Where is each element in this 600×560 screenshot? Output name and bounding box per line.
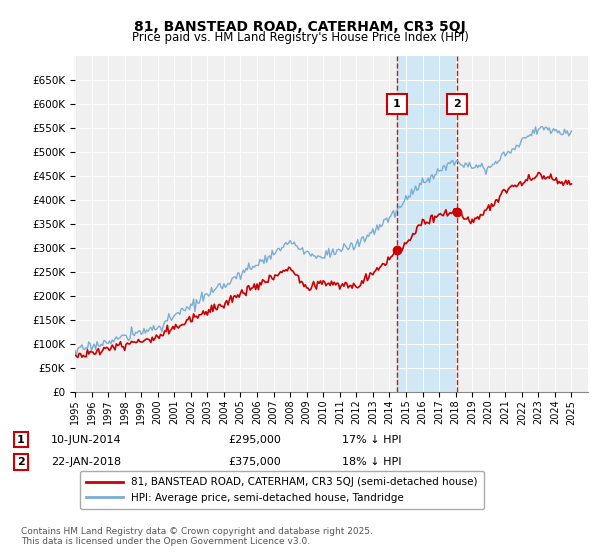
Text: 1: 1	[393, 99, 401, 109]
Legend: 81, BANSTEAD ROAD, CATERHAM, CR3 5QJ (semi-detached house), HPI: Average price, : 81, BANSTEAD ROAD, CATERHAM, CR3 5QJ (se…	[80, 471, 484, 509]
Text: Price paid vs. HM Land Registry's House Price Index (HPI): Price paid vs. HM Land Registry's House …	[131, 31, 469, 44]
Text: 81, BANSTEAD ROAD, CATERHAM, CR3 5QJ: 81, BANSTEAD ROAD, CATERHAM, CR3 5QJ	[134, 20, 466, 34]
Text: 22-JAN-2018: 22-JAN-2018	[51, 457, 121, 467]
Text: 18% ↓ HPI: 18% ↓ HPI	[342, 457, 401, 467]
Text: 17% ↓ HPI: 17% ↓ HPI	[342, 435, 401, 445]
Text: 2: 2	[453, 99, 460, 109]
Text: Contains HM Land Registry data © Crown copyright and database right 2025.
This d: Contains HM Land Registry data © Crown c…	[21, 526, 373, 546]
Text: 2: 2	[17, 457, 25, 467]
Text: 10-JUN-2014: 10-JUN-2014	[51, 435, 122, 445]
Text: £295,000: £295,000	[228, 435, 281, 445]
Text: 1: 1	[17, 435, 25, 445]
Text: £375,000: £375,000	[228, 457, 281, 467]
Bar	[397, 56, 457, 392]
